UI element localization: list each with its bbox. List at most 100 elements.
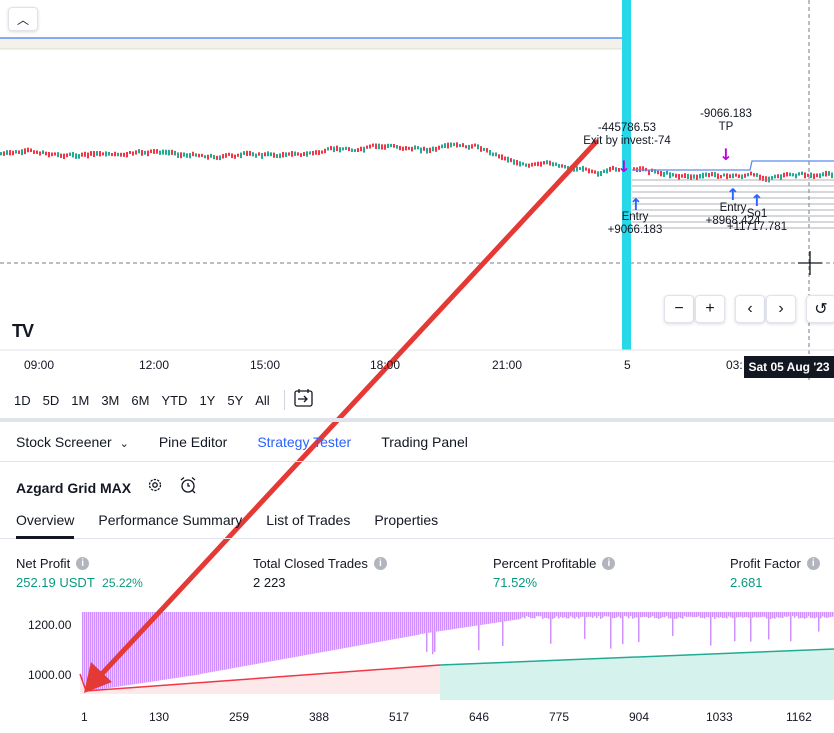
range-1d-button[interactable]: 1D bbox=[14, 392, 31, 408]
bottom-tabs: Stock Screener ⌄ Pine Editor Strategy Te… bbox=[0, 423, 834, 462]
x-tick-label: 1033 bbox=[706, 710, 733, 724]
tab-trading-panel[interactable]: Trading Panel bbox=[381, 434, 468, 450]
metric-label: Percent Profitable bbox=[493, 556, 597, 571]
svg-text:↑: ↑ bbox=[726, 185, 739, 204]
range-5y-button[interactable]: 5Y bbox=[227, 392, 244, 408]
strategy-header: Azgard Grid MAX bbox=[16, 476, 197, 499]
metric-label: Net Profit bbox=[16, 556, 71, 571]
tab-strategy-tester[interactable]: Strategy Tester bbox=[257, 434, 352, 450]
x-tick-label: 517 bbox=[389, 710, 410, 724]
scroll-left-button[interactable]: ‹ bbox=[735, 295, 765, 323]
divider bbox=[283, 390, 285, 410]
scroll-right-button[interactable]: › bbox=[766, 295, 796, 323]
time-label: 09:00 bbox=[24, 358, 55, 372]
y-tick-label: 1000.00 bbox=[28, 668, 72, 682]
tab-stock-screener[interactable]: Stock Screener ⌄ bbox=[16, 434, 129, 450]
tab-properties[interactable]: Properties bbox=[374, 512, 439, 528]
range-1m-button[interactable]: 1M bbox=[71, 392, 90, 408]
entry-label: Entry bbox=[719, 202, 747, 214]
range-6m-button[interactable]: 6M bbox=[131, 392, 150, 408]
y-tick-label: 1200.00 bbox=[28, 618, 72, 632]
x-tick-label: 388 bbox=[309, 710, 330, 724]
tp-value: -9066.183 bbox=[700, 108, 752, 120]
entry-label: Entry bbox=[621, 211, 649, 223]
entry-value: +8968.424 bbox=[705, 215, 761, 227]
tp-label: TP bbox=[718, 121, 734, 133]
info-icon[interactable]: i bbox=[373, 557, 387, 570]
tab-list-of-trades[interactable]: List of Trades bbox=[266, 512, 351, 528]
metric-label: Total Closed Trades bbox=[253, 556, 368, 571]
tab-overview[interactable]: Overview bbox=[16, 508, 75, 539]
tradingview-logo: TV bbox=[12, 321, 34, 341]
time-label: 21:00 bbox=[492, 358, 523, 372]
range-5d-button[interactable]: 5D bbox=[42, 392, 60, 408]
svg-text:↓: ↓ bbox=[617, 157, 630, 176]
so1-value: +11717.781 bbox=[726, 221, 788, 233]
range-1y-button[interactable]: 1Y bbox=[199, 392, 216, 408]
x-tick-label: 646 bbox=[469, 710, 490, 724]
metric-percent: 25.22% bbox=[102, 576, 143, 590]
equity-chart bbox=[79, 612, 834, 700]
chevron-left-icon: ‹ bbox=[747, 300, 753, 317]
so1-annotation: So1 +11717.781 bbox=[722, 208, 792, 234]
price-candles bbox=[0, 142, 833, 183]
svg-text:↑: ↑ bbox=[629, 195, 642, 214]
range-ytd-button[interactable]: YTD bbox=[161, 392, 188, 408]
goto-date-icon[interactable] bbox=[293, 388, 315, 413]
date-badge: Sat 05 Aug '23 bbox=[744, 356, 834, 378]
exit-label: Exit by invest:-74 bbox=[583, 135, 671, 147]
metric-value: 71.52% bbox=[493, 575, 538, 590]
metric-total-closed-trades: Total Closed Trades i 2 223 bbox=[253, 556, 387, 590]
tab-pine-editor[interactable]: Pine Editor bbox=[158, 434, 228, 450]
zoom-out-button[interactable]: − bbox=[664, 295, 694, 323]
gear-icon[interactable] bbox=[147, 477, 163, 498]
exit-annotation: -445786.53 Exit by invest:-74 bbox=[572, 122, 682, 148]
reset-icon: ↺ bbox=[814, 301, 828, 318]
info-icon[interactable]: i bbox=[602, 557, 616, 570]
time-label: 15:00 bbox=[250, 358, 281, 372]
metric-profit-factor: Profit Factor i 2.681 bbox=[730, 556, 820, 590]
highlight-bar bbox=[622, 0, 631, 350]
strategy-sub-tabs: Overview Performance Summary List of Tra… bbox=[0, 508, 834, 539]
x-tick-label: 904 bbox=[629, 710, 650, 724]
info-icon[interactable]: i bbox=[806, 557, 820, 570]
time-label: 5 bbox=[624, 358, 631, 372]
strategy-name: Azgard Grid MAX bbox=[16, 479, 132, 496]
reset-chart-button[interactable]: ↺ bbox=[806, 295, 834, 323]
x-tick-label: 775 bbox=[549, 710, 570, 724]
chevron-up-icon: ︿ bbox=[16, 12, 29, 27]
so1-label: So1 bbox=[746, 208, 768, 220]
time-label: 12:00 bbox=[139, 358, 170, 372]
range-bar: 1D 5D 1M 3M 6M YTD 1Y 5Y All bbox=[0, 384, 834, 416]
range-all-button[interactable]: All bbox=[255, 392, 270, 408]
metric-value: 252.19 USDT bbox=[16, 575, 95, 590]
plus-icon: + bbox=[705, 300, 715, 317]
alarm-icon[interactable] bbox=[179, 476, 197, 499]
info-icon[interactable]: i bbox=[76, 557, 90, 570]
metric-value: 2.681 bbox=[730, 575, 763, 590]
zoom-in-button[interactable]: + bbox=[695, 295, 725, 323]
metric-percent-profitable: Percent Profitable i 71.52% bbox=[493, 556, 616, 590]
tp-annotation: -9066.183 TP bbox=[694, 108, 758, 134]
entry-value: +9066.183 bbox=[607, 224, 663, 236]
svg-text:↓: ↓ bbox=[719, 145, 732, 164]
x-tick-label: 1 bbox=[81, 710, 88, 724]
time-label: 03: bbox=[726, 358, 743, 372]
tab-performance-summary[interactable]: Performance Summary bbox=[98, 512, 243, 528]
chevron-down-icon: ⌄ bbox=[119, 438, 129, 450]
metric-label: Profit Factor bbox=[730, 556, 801, 571]
entry-annotation-1: Entry +9066.183 bbox=[600, 211, 670, 237]
entry-annotation-2: Entry +8968.424 bbox=[700, 202, 766, 228]
chevron-right-icon: › bbox=[778, 300, 784, 317]
panel-divider[interactable] bbox=[0, 418, 834, 422]
svg-text:↑: ↑ bbox=[750, 191, 763, 210]
x-tick-label: 1162 bbox=[786, 710, 812, 724]
collapse-button[interactable]: ︿ bbox=[8, 7, 38, 31]
minus-icon: − bbox=[674, 300, 684, 317]
time-label: 18:00 bbox=[370, 358, 401, 372]
trade-lines: ↓ ↓ ↑ ↑ ↑ bbox=[617, 145, 834, 229]
red-arrow bbox=[84, 139, 599, 693]
tab-label: Stock Screener bbox=[16, 434, 112, 450]
range-3m-button[interactable]: 3M bbox=[101, 392, 120, 408]
